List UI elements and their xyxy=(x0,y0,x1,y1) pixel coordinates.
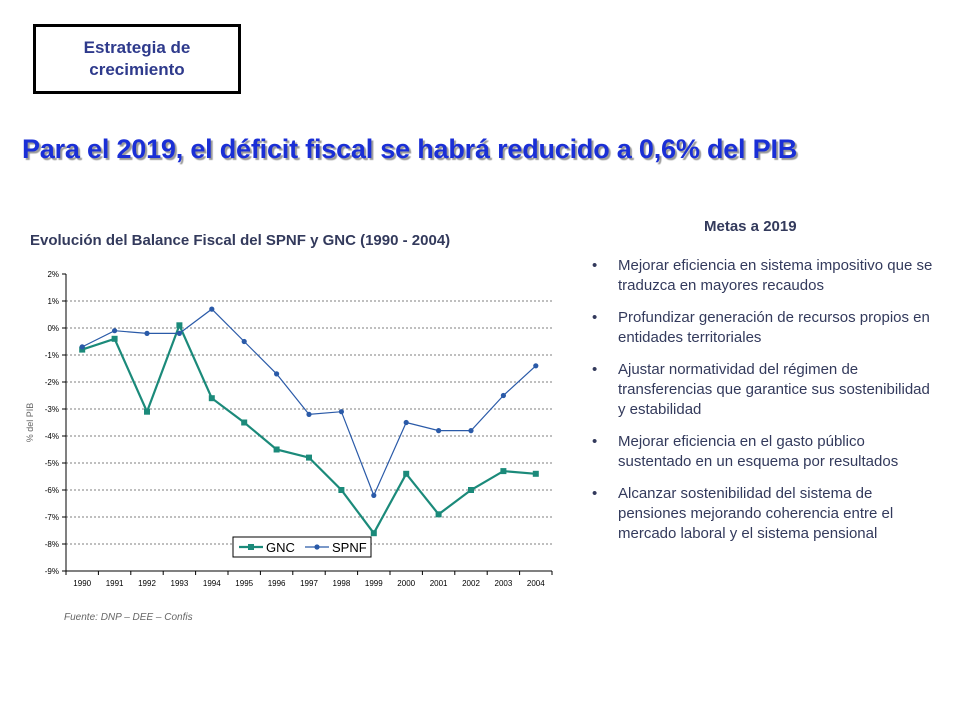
x-tick-label: 2003 xyxy=(495,579,513,588)
legend-marker xyxy=(314,544,320,550)
series-line-gnc xyxy=(81,322,536,536)
data-point-gnc xyxy=(468,487,474,493)
y-axis-label: % del PIB xyxy=(25,403,35,443)
data-point-spnf xyxy=(500,392,506,399)
x-tick-label: 1997 xyxy=(300,579,318,588)
data-point-gnc xyxy=(208,395,215,402)
goals-list: • Mejorar eficiencia en sistema impositiv… xyxy=(592,256,937,556)
x-tick-label: 2001 xyxy=(430,579,448,588)
goal-text: Mejorar eficiencia en el gasto público s… xyxy=(618,433,899,470)
data-point-spnf xyxy=(533,363,539,369)
goal-text: Mejorar eficiencia en sistema impositivo… xyxy=(618,257,933,294)
goal-item: • Alcanzar sostenibilidad del sistema de … xyxy=(592,484,937,544)
data-point-gnc xyxy=(111,335,118,342)
data-point-spnf xyxy=(371,492,377,498)
data-point-spnf xyxy=(468,428,474,434)
data-point-gnc xyxy=(338,487,345,493)
data-point-spnf xyxy=(144,330,150,336)
data-point-spnf xyxy=(241,338,247,345)
data-point-gnc xyxy=(241,419,248,426)
y-tick-label: -7% xyxy=(45,513,59,522)
legend-label: GNC xyxy=(266,540,295,555)
data-point-spnf xyxy=(338,409,344,415)
data-point-spnf xyxy=(209,306,215,312)
bullet-icon: • xyxy=(592,433,598,450)
y-tick-label: -9% xyxy=(45,567,59,576)
y-tick-label: -8% xyxy=(45,540,59,549)
chart-title: Evolución del Balance Fiscal del SPNF y … xyxy=(30,232,451,249)
x-tick-label: 1998 xyxy=(333,579,351,588)
data-point-gnc xyxy=(176,322,183,329)
legend-box xyxy=(232,536,372,558)
goal-item: • Mejorar eficiencia en el gasto público … xyxy=(592,432,937,472)
y-tick-label: 2% xyxy=(47,270,59,279)
fiscal-balance-chart: 2% 1% 0% -1% -2% -3% -4% -5% -6% -7% -8% -9% 1990 199… xyxy=(25,270,553,588)
data-point-gnc xyxy=(370,530,377,537)
x-tick-label: 1996 xyxy=(268,579,286,588)
x-tick-label: 1999 xyxy=(365,579,383,588)
data-point-gnc xyxy=(306,454,312,461)
bullet-icon: • xyxy=(592,309,598,326)
y-tick-label: -2% xyxy=(45,378,59,387)
x-tick-label: 2004 xyxy=(527,579,545,588)
legend-marker xyxy=(248,544,254,550)
x-tick-label: 1992 xyxy=(138,579,156,588)
goals-title: Metas a 2019 xyxy=(704,218,797,235)
bullet-icon: • xyxy=(592,257,598,274)
y-tick-label: -6% xyxy=(45,486,59,495)
data-point-spnf xyxy=(403,419,409,426)
data-point-spnf xyxy=(306,411,312,417)
data-point-gnc xyxy=(144,408,150,415)
source-note: Fuente: DNP – DEE – Confis xyxy=(64,612,193,623)
bullet-icon: • xyxy=(592,485,598,502)
goal-item: • Mejorar eficiencia en sistema impositiv… xyxy=(592,256,937,296)
data-point-gnc xyxy=(273,446,280,453)
data-point-gnc xyxy=(403,470,410,477)
legend-label: SPNF xyxy=(332,540,367,555)
y-tick-label: -5% xyxy=(45,459,59,468)
x-tick-label: 1994 xyxy=(203,579,221,588)
data-point-spnf xyxy=(176,330,182,336)
x-tick-label: 2002 xyxy=(462,579,480,588)
data-point-gnc xyxy=(500,468,507,475)
goal-item: • Profundizar generación de recursos prop… xyxy=(592,308,937,348)
y-tick-label: -3% xyxy=(45,405,59,414)
data-point-gnc xyxy=(435,511,442,518)
y-tick-label: 0% xyxy=(47,324,59,333)
data-point-gnc xyxy=(79,346,86,353)
data-point-spnf xyxy=(436,428,442,434)
x-tick-label: 1991 xyxy=(106,579,124,588)
data-point-spnf xyxy=(274,371,280,377)
goal-item: • Ajustar normatividad del régimen de tra… xyxy=(592,360,937,420)
y-tick-label: 1% xyxy=(47,297,59,306)
x-tick-label: 1993 xyxy=(171,579,189,588)
y-tick-label: -4% xyxy=(45,432,59,441)
headline: Para el 2019, el déficit fiscal se habrá… xyxy=(22,134,798,164)
data-point-spnf xyxy=(79,344,85,350)
goal-text: Profundizar generación de recursos propi… xyxy=(618,309,930,346)
y-tick-label: -1% xyxy=(45,351,59,360)
data-point-spnf xyxy=(112,328,118,334)
section-badge: Estrategia de crecimiento xyxy=(33,24,241,94)
x-tick-label: 1990 xyxy=(73,579,91,588)
x-tick-label: 1995 xyxy=(235,579,253,588)
goal-text: Ajustar normatividad del régimen de tran… xyxy=(618,361,930,418)
goal-text: Alcanzar sostenibilidad del sistema de p… xyxy=(618,485,894,542)
data-point-gnc xyxy=(532,470,539,477)
x-tick-label: 2000 xyxy=(397,579,415,588)
bullet-icon: • xyxy=(592,361,598,378)
